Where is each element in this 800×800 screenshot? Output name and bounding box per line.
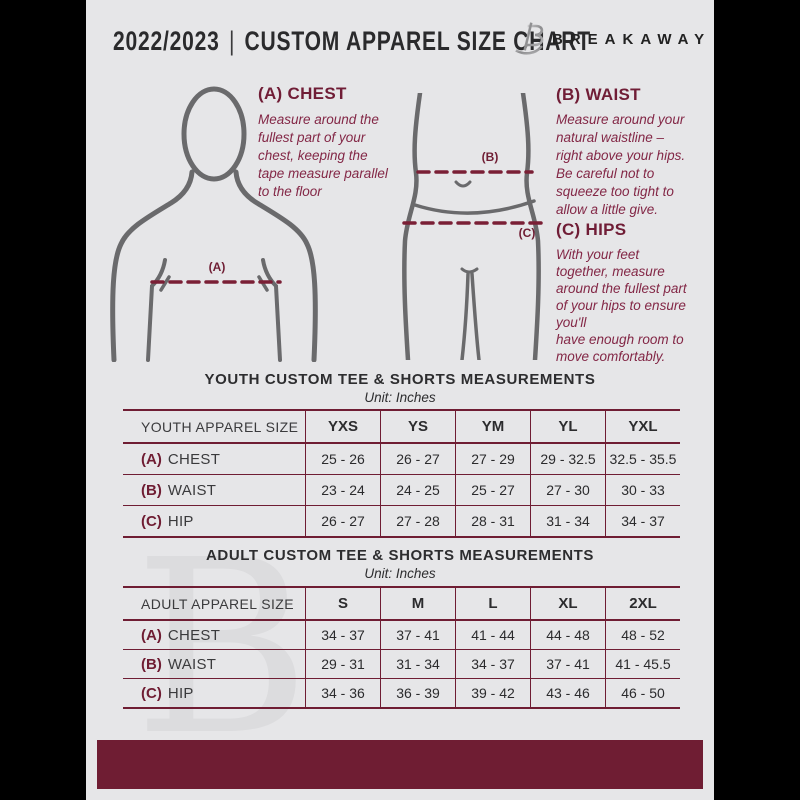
- table-cell: 31 - 34: [530, 506, 605, 536]
- adult-column-header: S: [305, 588, 380, 619]
- row-label: HIP: [167, 684, 194, 702]
- row-label-cell: (A) CHEST: [123, 444, 305, 474]
- table-cell: 34 - 37: [455, 650, 530, 678]
- adult-size-table: ADULT APPAREL SIZE S M L XL 2XL (A) CHEST…: [123, 586, 680, 709]
- row-label-cell: (C) HIP: [123, 679, 305, 707]
- table-cell: 34 - 37: [305, 621, 380, 649]
- title-divider: |: [228, 26, 236, 56]
- table-cell: 41 - 45.5: [605, 650, 680, 678]
- row-label: CHEST: [167, 450, 221, 468]
- youth-column-header: YXL: [605, 411, 680, 442]
- table-cell: 37 - 41: [530, 650, 605, 678]
- table-cell: 26 - 27: [380, 444, 455, 474]
- table-cell: 27 - 30: [530, 475, 605, 505]
- row-label-cell: (B) WAIST: [123, 650, 305, 678]
- table-cell: 24 - 25: [380, 475, 455, 505]
- row-label-cell: (B) WAIST: [123, 475, 305, 505]
- table-cell: 44 - 48: [530, 621, 605, 649]
- youth-unit-label: Unit: Inches: [364, 390, 436, 405]
- adult-hip-row: (C) HIP 34 - 36 36 - 39 39 - 42 43 - 46 4…: [123, 679, 680, 709]
- breakaway-b-logo-icon: [515, 22, 544, 55]
- footer-bar: [97, 740, 703, 789]
- row-letter: (C): [141, 684, 162, 702]
- table-cell: 28 - 31: [455, 506, 530, 536]
- table-cell: 26 - 27: [305, 506, 380, 536]
- table-cell: 29 - 31: [305, 650, 380, 678]
- youth-column-header: YS: [380, 411, 455, 442]
- chest-guide-heading: (A) CHEST: [258, 84, 347, 103]
- table-cell: 37 - 41: [380, 621, 455, 649]
- waist-guide-text: Measure around your natural waistline – …: [556, 112, 686, 217]
- row-letter: (B): [141, 481, 162, 499]
- row-label: CHEST: [167, 626, 221, 644]
- table-cell: 41 - 44: [455, 621, 530, 649]
- table-cell: 34 - 36: [305, 679, 380, 707]
- chest-guide-text: Measure around the fullest part of your …: [258, 112, 388, 199]
- lower-body-figure: [402, 93, 544, 360]
- table-cell: 48 - 52: [605, 621, 680, 649]
- brand-watermark-letter: B: [134, 508, 311, 788]
- table-cell: 32.5 - 35.5: [605, 444, 680, 474]
- row-label-cell: (A) CHEST: [123, 621, 305, 649]
- upper-body-figure: [110, 86, 318, 362]
- youth-column-header: YM: [455, 411, 530, 442]
- adult-table-header-row: ADULT APPAREL SIZE S M L XL 2XL: [123, 588, 680, 621]
- adult-column-header: 2XL: [605, 588, 680, 619]
- table-cell: 25 - 27: [455, 475, 530, 505]
- adult-unit-label: Unit: Inches: [364, 566, 436, 581]
- row-label: WAIST: [167, 655, 217, 673]
- adult-waist-row: (B) WAIST 29 - 31 31 - 34 34 - 37 37 - 41…: [123, 650, 680, 679]
- row-label: WAIST: [167, 481, 217, 499]
- adult-section-title: ADULT CUSTOM TEE & SHORTS MEASUREMENTS: [205, 547, 595, 564]
- table-cell: 23 - 24: [305, 475, 380, 505]
- youth-column-header: YXS: [305, 411, 380, 442]
- brand-name: BREAKAWAY: [552, 31, 712, 48]
- table-cell: 29 - 32.5: [530, 444, 605, 474]
- table-cell: 25 - 26: [305, 444, 380, 474]
- adult-column-header: M: [380, 588, 455, 619]
- youth-section-title: YOUTH CUSTOM TEE & SHORTS MEASUREMENTS: [204, 371, 596, 388]
- hips-marker-label: (C): [518, 226, 536, 240]
- adult-column-header: ADULT APPAREL SIZE: [141, 595, 294, 612]
- row-letter: (A): [141, 626, 162, 644]
- hips-guide-text: With your feet together, measure around …: [556, 247, 687, 364]
- row-letter: (A): [141, 450, 162, 468]
- adult-column-header: XL: [530, 588, 605, 619]
- title-text: CUSTOM APPAREL SIZE CHART: [244, 26, 591, 56]
- adult-chest-row: (A) CHEST 34 - 37 37 - 41 41 - 44 44 - 48…: [123, 621, 680, 650]
- title-year: 2022/2023: [113, 26, 220, 56]
- youth-waist-row: (B) WAIST 23 - 24 24 - 25 25 - 27 27 - 30…: [123, 475, 680, 506]
- adult-column-header: L: [455, 588, 530, 619]
- table-cell: 36 - 39: [380, 679, 455, 707]
- row-label-cell: (C) HIP: [123, 506, 305, 536]
- table-cell: 46 - 50: [605, 679, 680, 707]
- waist-guide-heading: (B) WAIST: [556, 85, 641, 104]
- table-cell: 34 - 37: [605, 506, 680, 536]
- waist-marker-label: (B): [481, 150, 499, 164]
- table-cell: 43 - 46: [530, 679, 605, 707]
- row-label: HIP: [167, 512, 194, 530]
- table-cell: 39 - 42: [455, 679, 530, 707]
- table-cell: 27 - 29: [455, 444, 530, 474]
- page-title: 2022/2023 | CUSTOM APPAREL SIZE CHART: [113, 26, 591, 57]
- table-cell: 30 - 33: [605, 475, 680, 505]
- size-chart-page: B 2022/2023 | CUSTOM APPAREL SIZE CHART BR…: [86, 0, 714, 800]
- table-cell: 27 - 28: [380, 506, 455, 536]
- row-letter: (C): [141, 512, 162, 530]
- hips-guide-heading: (C) HIPS: [556, 220, 627, 239]
- youth-size-table: YOUTH APPAREL SIZE YXS YS YM YL YXL (A) C…: [123, 409, 680, 538]
- youth-column-header: YOUTH APPAREL SIZE: [141, 418, 299, 435]
- youth-table-header-row: YOUTH APPAREL SIZE YXS YS YM YL YXL: [123, 411, 680, 444]
- table-cell: 31 - 34: [380, 650, 455, 678]
- content-layer: 2022/2023 | CUSTOM APPAREL SIZE CHART BREA…: [86, 0, 714, 800]
- youth-chest-row: (A) CHEST 25 - 26 26 - 27 27 - 29 29 - 32…: [123, 444, 680, 475]
- chest-marker-label: (A): [208, 260, 226, 274]
- row-letter: (B): [141, 655, 162, 673]
- youth-hip-row: (C) HIP 26 - 27 27 - 28 28 - 31 31 - 34 3…: [123, 506, 680, 538]
- youth-column-header: YL: [530, 411, 605, 442]
